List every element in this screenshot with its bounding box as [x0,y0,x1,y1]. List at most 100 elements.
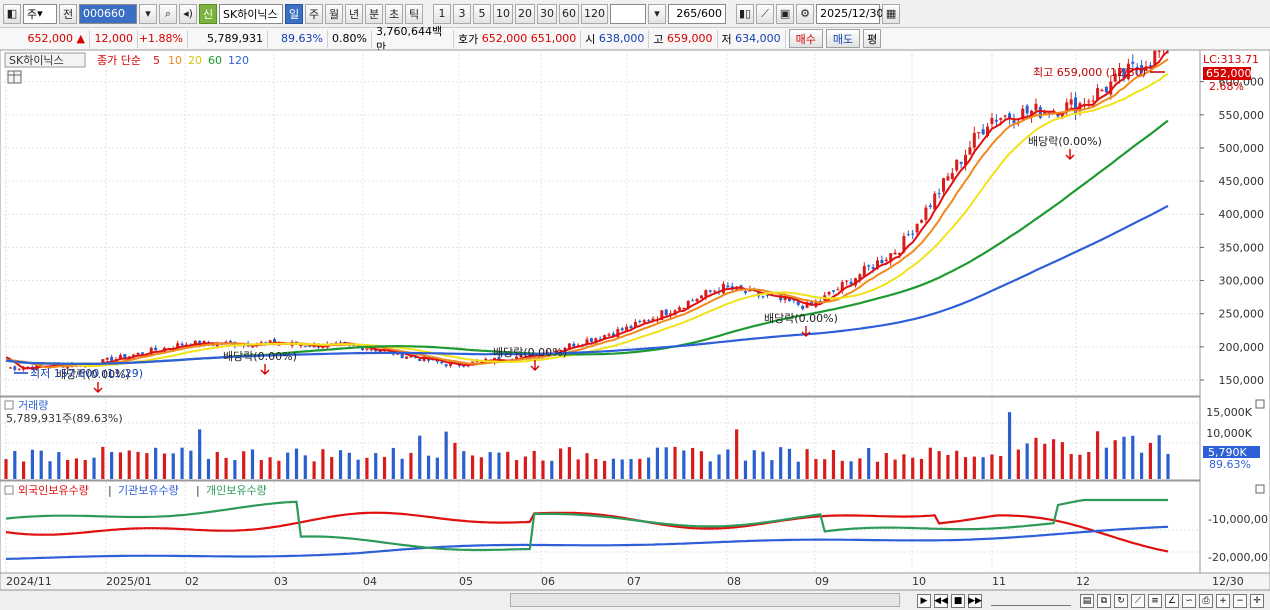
prev-button[interactable]: 전 [59,3,77,24]
volume-bar [796,461,800,479]
volume-bar [1043,443,1047,479]
volume-bar [823,459,827,479]
zoom-slider[interactable] [991,596,1071,606]
volume-bar [4,459,8,479]
volume-bar [928,447,932,479]
interval-1[interactable]: 1 [433,3,451,24]
period-unit-select[interactable]: 주 ▾ [23,3,57,24]
tile-icon[interactable]: ▤ [1080,593,1094,608]
candle-body [915,223,919,233]
refresh-icon[interactable]: ↻ [1114,593,1128,608]
crosshair-icon[interactable]: ✛ [1250,593,1264,608]
zoom-in-icon[interactable]: + [1216,593,1230,608]
volume-bar [330,457,334,479]
sell-button[interactable]: 매도 [825,29,861,48]
volume-bar [1087,452,1091,479]
cycle-icon[interactable]: ∽ [1182,593,1196,608]
code-input[interactable]: 000660 [79,3,137,24]
candle-body [955,159,959,171]
candle-body [1030,110,1034,117]
line-icon[interactable]: ⟋ [1131,593,1145,608]
count-field[interactable]: 265/600 [668,3,726,24]
grid-lines [0,50,1200,573]
scroll-right-icon[interactable]: ▶ [917,593,931,608]
speaker-icon[interactable]: ◂) [179,3,197,24]
eval-button[interactable]: 평 [863,29,882,48]
volume-pane[interactable] [0,396,1201,481]
candle-body [17,368,21,370]
price-axis-label: 350,000 [1219,241,1265,254]
tab-year[interactable]: 년 [345,3,363,24]
ma-legend-120: 120 [228,54,249,67]
interval-10[interactable]: 10 [493,3,513,24]
copy-icon[interactable]: ⧉ [1097,593,1111,608]
interval-custom-input[interactable] [610,3,646,24]
ma-line-10 [5,58,1169,369]
volume-bar [1007,412,1012,479]
volume-bar [708,461,712,479]
volume-bar [233,460,237,479]
zoom-out-icon[interactable]: − [1233,593,1247,608]
calendar-icon[interactable]: ▦ [882,3,901,24]
candle-body [1043,111,1047,116]
candle-body [198,340,202,346]
volume-bar [497,452,501,479]
tab-tick[interactable]: 틱 [405,3,423,24]
stop-icon[interactable]: ■ [951,593,965,608]
interval-120[interactable]: 120 [581,3,608,24]
interval-30[interactable]: 30 [537,3,557,24]
holding-pane-toggle[interactable] [4,485,14,495]
interval-dropdown-icon[interactable]: ▾ [648,3,666,24]
volume-pane-toggle[interactable] [4,400,14,410]
volume-bar [1148,442,1152,479]
date-field[interactable]: 2025/12/30 [816,3,884,24]
tab-week[interactable]: 주 [305,3,323,24]
rewind-icon[interactable]: ◀◀ [934,593,948,608]
volume-bar [391,447,395,479]
chart-svg[interactable]: 배당락(0.00%) 배당락(0.00%) 배당락(0.00%) 배당락(0.00%)… [0,35,1270,591]
change-percent: +1.88% [138,29,188,48]
volume-bar [374,453,378,479]
tab-day[interactable]: 일 [285,3,303,24]
interval-5[interactable]: 5 [473,3,491,24]
print-icon[interactable]: ⎙ [1199,593,1213,608]
interval-3[interactable]: 3 [453,3,471,24]
settings-icon[interactable]: ⚙ [796,3,815,24]
layout-icon[interactable]: ◧ [3,3,21,24]
ask-group: 호가 652,000 651,000 [454,29,582,48]
candle-body [699,295,703,299]
buy-button[interactable]: 매수 [788,29,823,48]
line-tool-icon[interactable]: ⟋ [756,3,775,24]
tab-second[interactable]: 초 [385,3,403,24]
volume-pane-close-icon[interactable] [1255,399,1265,409]
candle-body [986,126,990,137]
x-axis-labels: 2024/11 2025/01 02 03 04 05 06 07 08 09 10 11 12 12/3… [6,575,1244,588]
candle-body [686,300,690,308]
chart-area[interactable]: 배당락(0.00%) 배당락(0.00%) 배당락(0.00%) 배당락(0.00%)… [0,35,1270,591]
volume-bar [770,460,774,479]
volume-bar [180,447,184,479]
horizontal-scrollbar[interactable] [510,593,900,607]
interval-20[interactable]: 20 [515,3,535,24]
stock-name-field[interactable]: SK하이닉스 [219,3,283,24]
candle-icon[interactable]: ▮▯ [736,3,755,24]
ma-legend-5: 5 [153,54,160,67]
holding-pane-close-icon[interactable] [1255,484,1265,494]
volume-bar [1113,440,1117,479]
angle-icon[interactable]: ∠ [1165,593,1179,608]
candle-body [942,178,946,192]
fib-icon[interactable]: ≡ [1148,593,1162,608]
tab-month[interactable]: 월 [325,3,343,24]
candle-body [1025,105,1029,114]
candle-body [176,343,180,349]
interval-60[interactable]: 60 [559,3,579,24]
search-icon[interactable]: ⌕ [159,3,177,24]
candle-body [721,283,725,294]
fast-forward-icon[interactable]: ▶▶ [968,593,982,608]
price-axis-label: 550,000 [1219,109,1265,122]
tab-minute[interactable]: 분 [365,3,383,24]
credit-badge[interactable]: 신 [199,3,217,24]
volume-bar [576,459,580,479]
save-icon[interactable]: ▣ [776,3,795,24]
dropdown-icon[interactable]: ▾ [139,3,157,24]
